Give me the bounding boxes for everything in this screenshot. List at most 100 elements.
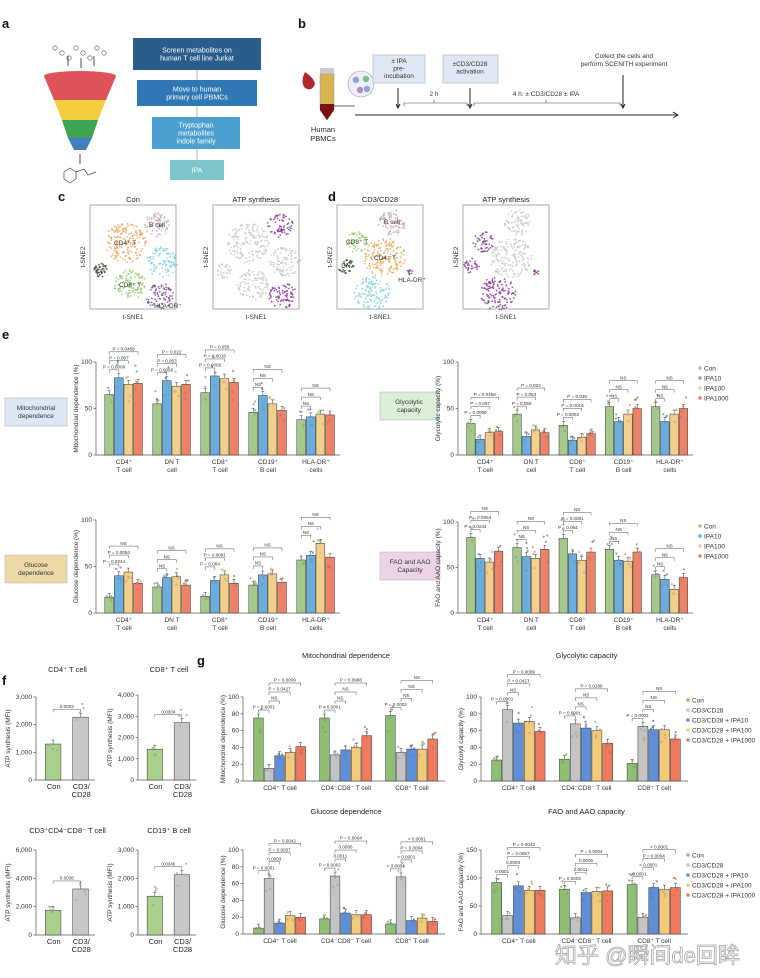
data-point: [326, 421, 329, 424]
significance-label: 0.0001: [495, 869, 509, 874]
significance-label: NS: [403, 693, 409, 698]
tsne-point: [114, 284, 116, 287]
bar: [44, 909, 62, 936]
tsne-point: [138, 272, 141, 275]
bar: [340, 749, 351, 782]
tsne-point: [165, 283, 167, 286]
bar: [315, 413, 326, 456]
data-point: [497, 877, 500, 880]
tsne-point: [265, 235, 268, 238]
panel-label-a: a: [2, 16, 10, 31]
funnel-band-red: [44, 76, 116, 100]
tsne-point: [294, 271, 297, 273]
tsne-point: [278, 260, 281, 263]
data-point: [299, 752, 302, 755]
error-bar: [561, 534, 565, 539]
tsne-point: [281, 289, 284, 292]
tsne-point: [122, 230, 125, 233]
data-point: [472, 517, 475, 520]
tsne-point: [485, 278, 488, 281]
bar: [540, 432, 550, 456]
tsne-point: [382, 225, 384, 227]
tsne-point: [510, 301, 512, 304]
tsne-point: [116, 244, 118, 247]
tsne-point: [131, 270, 134, 273]
tsne-point: [244, 237, 247, 240]
significance-label: NS: [264, 543, 270, 548]
significance-label: NS: [312, 512, 318, 517]
tsne-point: [380, 275, 383, 277]
data-point: [605, 883, 608, 886]
data-point: [536, 428, 539, 431]
tsne-point: [500, 268, 503, 271]
significance-bracket: [390, 868, 402, 872]
data-point: [546, 561, 549, 564]
tsne-point: [248, 229, 250, 232]
tsne-x-axis-label: t-SNE1: [246, 314, 267, 321]
data-point: [397, 756, 400, 759]
tsne-point: [370, 257, 373, 260]
significance-label: P = 0.0001: [253, 865, 276, 870]
error-bar: [562, 754, 566, 760]
tsne-point: [134, 276, 136, 279]
tsne-point: [470, 265, 473, 267]
data-point: [599, 891, 602, 894]
tsne-point: [257, 250, 260, 253]
y-tick-label: 100: [443, 519, 454, 526]
data-point: [537, 729, 540, 732]
tsne-point: [491, 286, 494, 289]
tsne-point: [395, 264, 398, 267]
legend-label: CD3/CD28 + IPA10: [692, 872, 748, 879]
tsne-point: [504, 265, 507, 267]
tsne-point: [151, 224, 154, 227]
y-tick-label: 20: [470, 761, 478, 768]
tsne-point: [491, 278, 494, 280]
tsne-point: [385, 240, 388, 243]
data-point: [494, 553, 497, 556]
data-point: [588, 557, 591, 560]
tsne-point: [256, 274, 259, 276]
tsne-point: [384, 241, 387, 244]
tsne-point: [233, 254, 236, 256]
tsne-point: [144, 236, 146, 239]
significance-bracket: [300, 387, 331, 392]
tsne-point: [286, 283, 289, 286]
data-point: [639, 728, 642, 731]
y-axis-label: Mitochondrial dependence (%): [73, 364, 80, 452]
data-point: [682, 568, 685, 571]
data-point: [588, 434, 591, 437]
data-point: [561, 528, 564, 531]
tsne-point: [168, 261, 171, 264]
data-point: [362, 915, 365, 918]
error-bar: [538, 727, 542, 732]
data-point: [323, 914, 326, 917]
tsne-point: [261, 282, 264, 284]
legend-marker: [698, 534, 702, 538]
tsne-point: [519, 272, 522, 274]
bar: [570, 723, 581, 782]
tsne-point: [500, 245, 502, 248]
significance-bracket: [609, 523, 638, 527]
tsne-point: [127, 241, 130, 244]
tsne-point: [291, 300, 293, 303]
data-point: [322, 422, 325, 425]
tsne-point: [150, 301, 153, 304]
tsne-point: [493, 251, 495, 254]
data-point: [334, 756, 337, 759]
tsne-point: [508, 259, 511, 262]
tsne-point: [157, 285, 160, 288]
tsne-point: [359, 237, 361, 240]
data-point: [323, 706, 326, 709]
tsne-point: [379, 280, 382, 283]
tsne-point: [388, 288, 390, 291]
data-point: [110, 595, 113, 598]
tsne-point: [115, 243, 117, 245]
tsne-point: [361, 278, 364, 281]
tsne-point: [169, 299, 171, 302]
data-point: [662, 890, 665, 893]
tsne-point: [516, 230, 519, 233]
tsne-point: [463, 263, 466, 266]
tsne-point: [130, 271, 133, 274]
tsne-cluster-label: B cell: [149, 222, 165, 229]
bar: [637, 726, 649, 782]
